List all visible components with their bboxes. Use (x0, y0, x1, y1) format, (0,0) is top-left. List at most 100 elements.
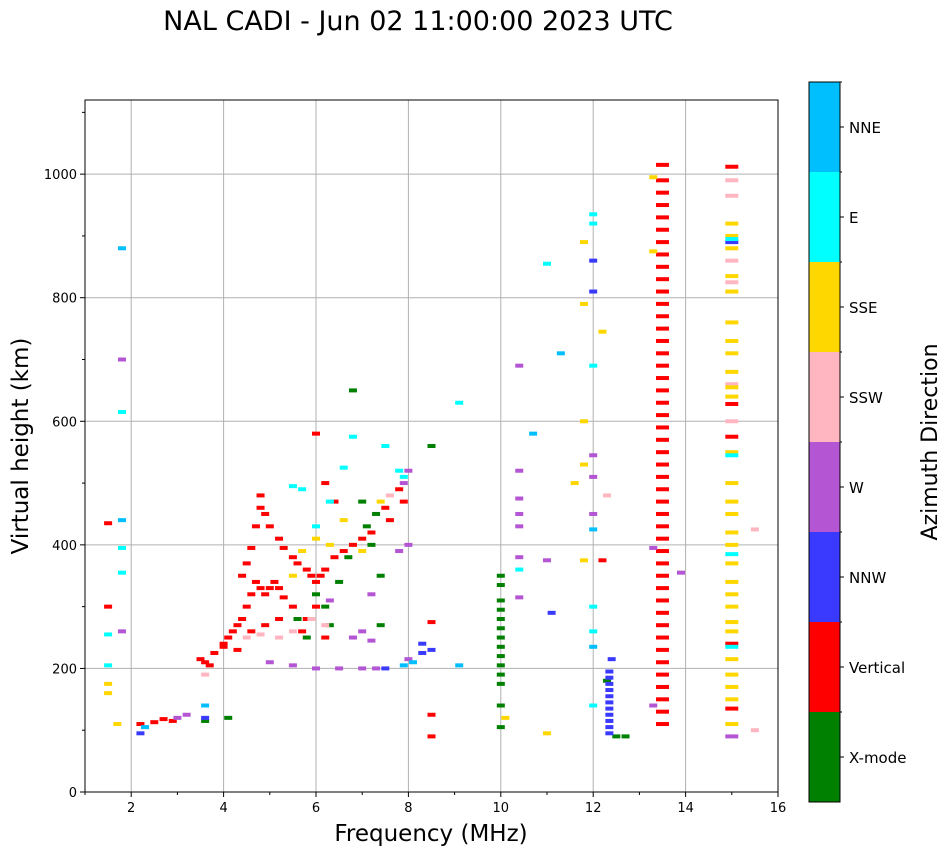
point-x-mode (302, 635, 311, 640)
x-tick-label: 16 (770, 801, 787, 816)
colorbar-tick-label: SSW (849, 389, 883, 407)
point-e (455, 400, 464, 405)
point-x-mode (344, 555, 353, 560)
point-w (589, 474, 598, 479)
point-vertical (656, 573, 669, 578)
point-vertical (136, 722, 145, 727)
x-tick-label: 12 (585, 801, 602, 816)
point-e (543, 261, 551, 266)
point-sse (725, 542, 739, 547)
point-x-mode (621, 734, 630, 739)
point-w (312, 666, 320, 671)
point-sse (725, 657, 739, 662)
point-x-mode (362, 524, 371, 529)
point-vertical (656, 536, 669, 541)
point-vertical (656, 400, 669, 405)
point-sse (339, 518, 348, 523)
data-points (104, 162, 759, 739)
point-vertical (656, 178, 669, 183)
point-nnw (605, 688, 614, 693)
point-w (395, 549, 404, 554)
colorbar-label: Azimuth Direction (918, 343, 943, 540)
point-ssw (603, 493, 612, 498)
point-vertical (656, 437, 669, 442)
point-x-mode (293, 617, 302, 621)
point-sse (113, 722, 122, 727)
point-ssw (321, 623, 330, 628)
point-ssw (725, 258, 739, 263)
point-ssw (275, 635, 284, 640)
point-nnw (589, 289, 598, 294)
point-sse (725, 684, 739, 689)
point-vertical (104, 521, 113, 526)
point-vertical (656, 301, 669, 306)
point-e (399, 474, 408, 479)
point-vertical (275, 586, 284, 591)
point-w (399, 481, 408, 486)
point-vertical (312, 579, 320, 584)
point-sse (725, 672, 739, 677)
point-ssw (725, 178, 739, 183)
point-vertical (298, 629, 307, 634)
point-vertical (656, 561, 669, 566)
point-vertical (656, 672, 669, 677)
point-sse (725, 274, 739, 279)
point-vertical (293, 561, 302, 566)
x-tick-label: 10 (493, 801, 510, 816)
point-vertical (316, 573, 325, 578)
point-vertical (242, 561, 251, 566)
colorbar-segment (809, 352, 840, 442)
point-vertical (427, 712, 436, 717)
point-vertical (656, 162, 669, 167)
point-vertical (256, 505, 265, 510)
point-w (515, 496, 524, 501)
point-e (515, 567, 524, 572)
point-w (367, 592, 376, 597)
point-vertical (150, 720, 159, 725)
point-e (104, 632, 113, 637)
point-ssw (307, 617, 316, 621)
point-nnw (605, 669, 614, 674)
point-x-mode (496, 703, 505, 708)
point-vertical (656, 647, 669, 652)
y-axis-label: Virtual height (km) (8, 338, 34, 555)
point-ssw (256, 632, 265, 637)
colorbar-tick-label: W (849, 479, 864, 497)
point-vertical (656, 610, 669, 615)
point-vertical (302, 617, 311, 621)
point-sse (570, 481, 579, 486)
point-x-mode (496, 654, 505, 659)
chart-title: NAL CADI - Jun 02 11:00:00 2023 UTC (163, 6, 673, 37)
point-w (372, 666, 381, 671)
point-vertical (228, 629, 237, 634)
point-vertical (656, 709, 669, 714)
point-ssw (288, 629, 297, 634)
point-x-mode (496, 573, 505, 578)
point-vertical (247, 545, 256, 550)
point-nne (589, 527, 598, 532)
point-e (589, 703, 598, 708)
point-nne (117, 518, 126, 523)
point-nne (141, 725, 150, 730)
x-tick-label: 8 (404, 801, 412, 816)
point-sse (725, 320, 739, 325)
point-sse (298, 549, 307, 554)
point-vertical (656, 215, 669, 220)
point-w (676, 570, 685, 575)
point-e (395, 468, 404, 473)
point-nne (201, 703, 210, 708)
point-vertical (275, 536, 284, 541)
colorbar-frame (808, 81, 841, 803)
point-vertical (656, 549, 669, 554)
point-nnw (201, 715, 210, 720)
point-vertical (656, 425, 669, 430)
point-w (649, 703, 658, 708)
point-sse (579, 240, 588, 245)
x-axis: 2 4 6 8 10 12 14 16 (84, 792, 787, 816)
point-x-mode (496, 598, 505, 603)
point-x-mode (348, 388, 357, 393)
point-vertical (656, 351, 669, 356)
point-vertical (330, 499, 339, 504)
point-w (358, 666, 367, 671)
point-e (104, 663, 113, 668)
